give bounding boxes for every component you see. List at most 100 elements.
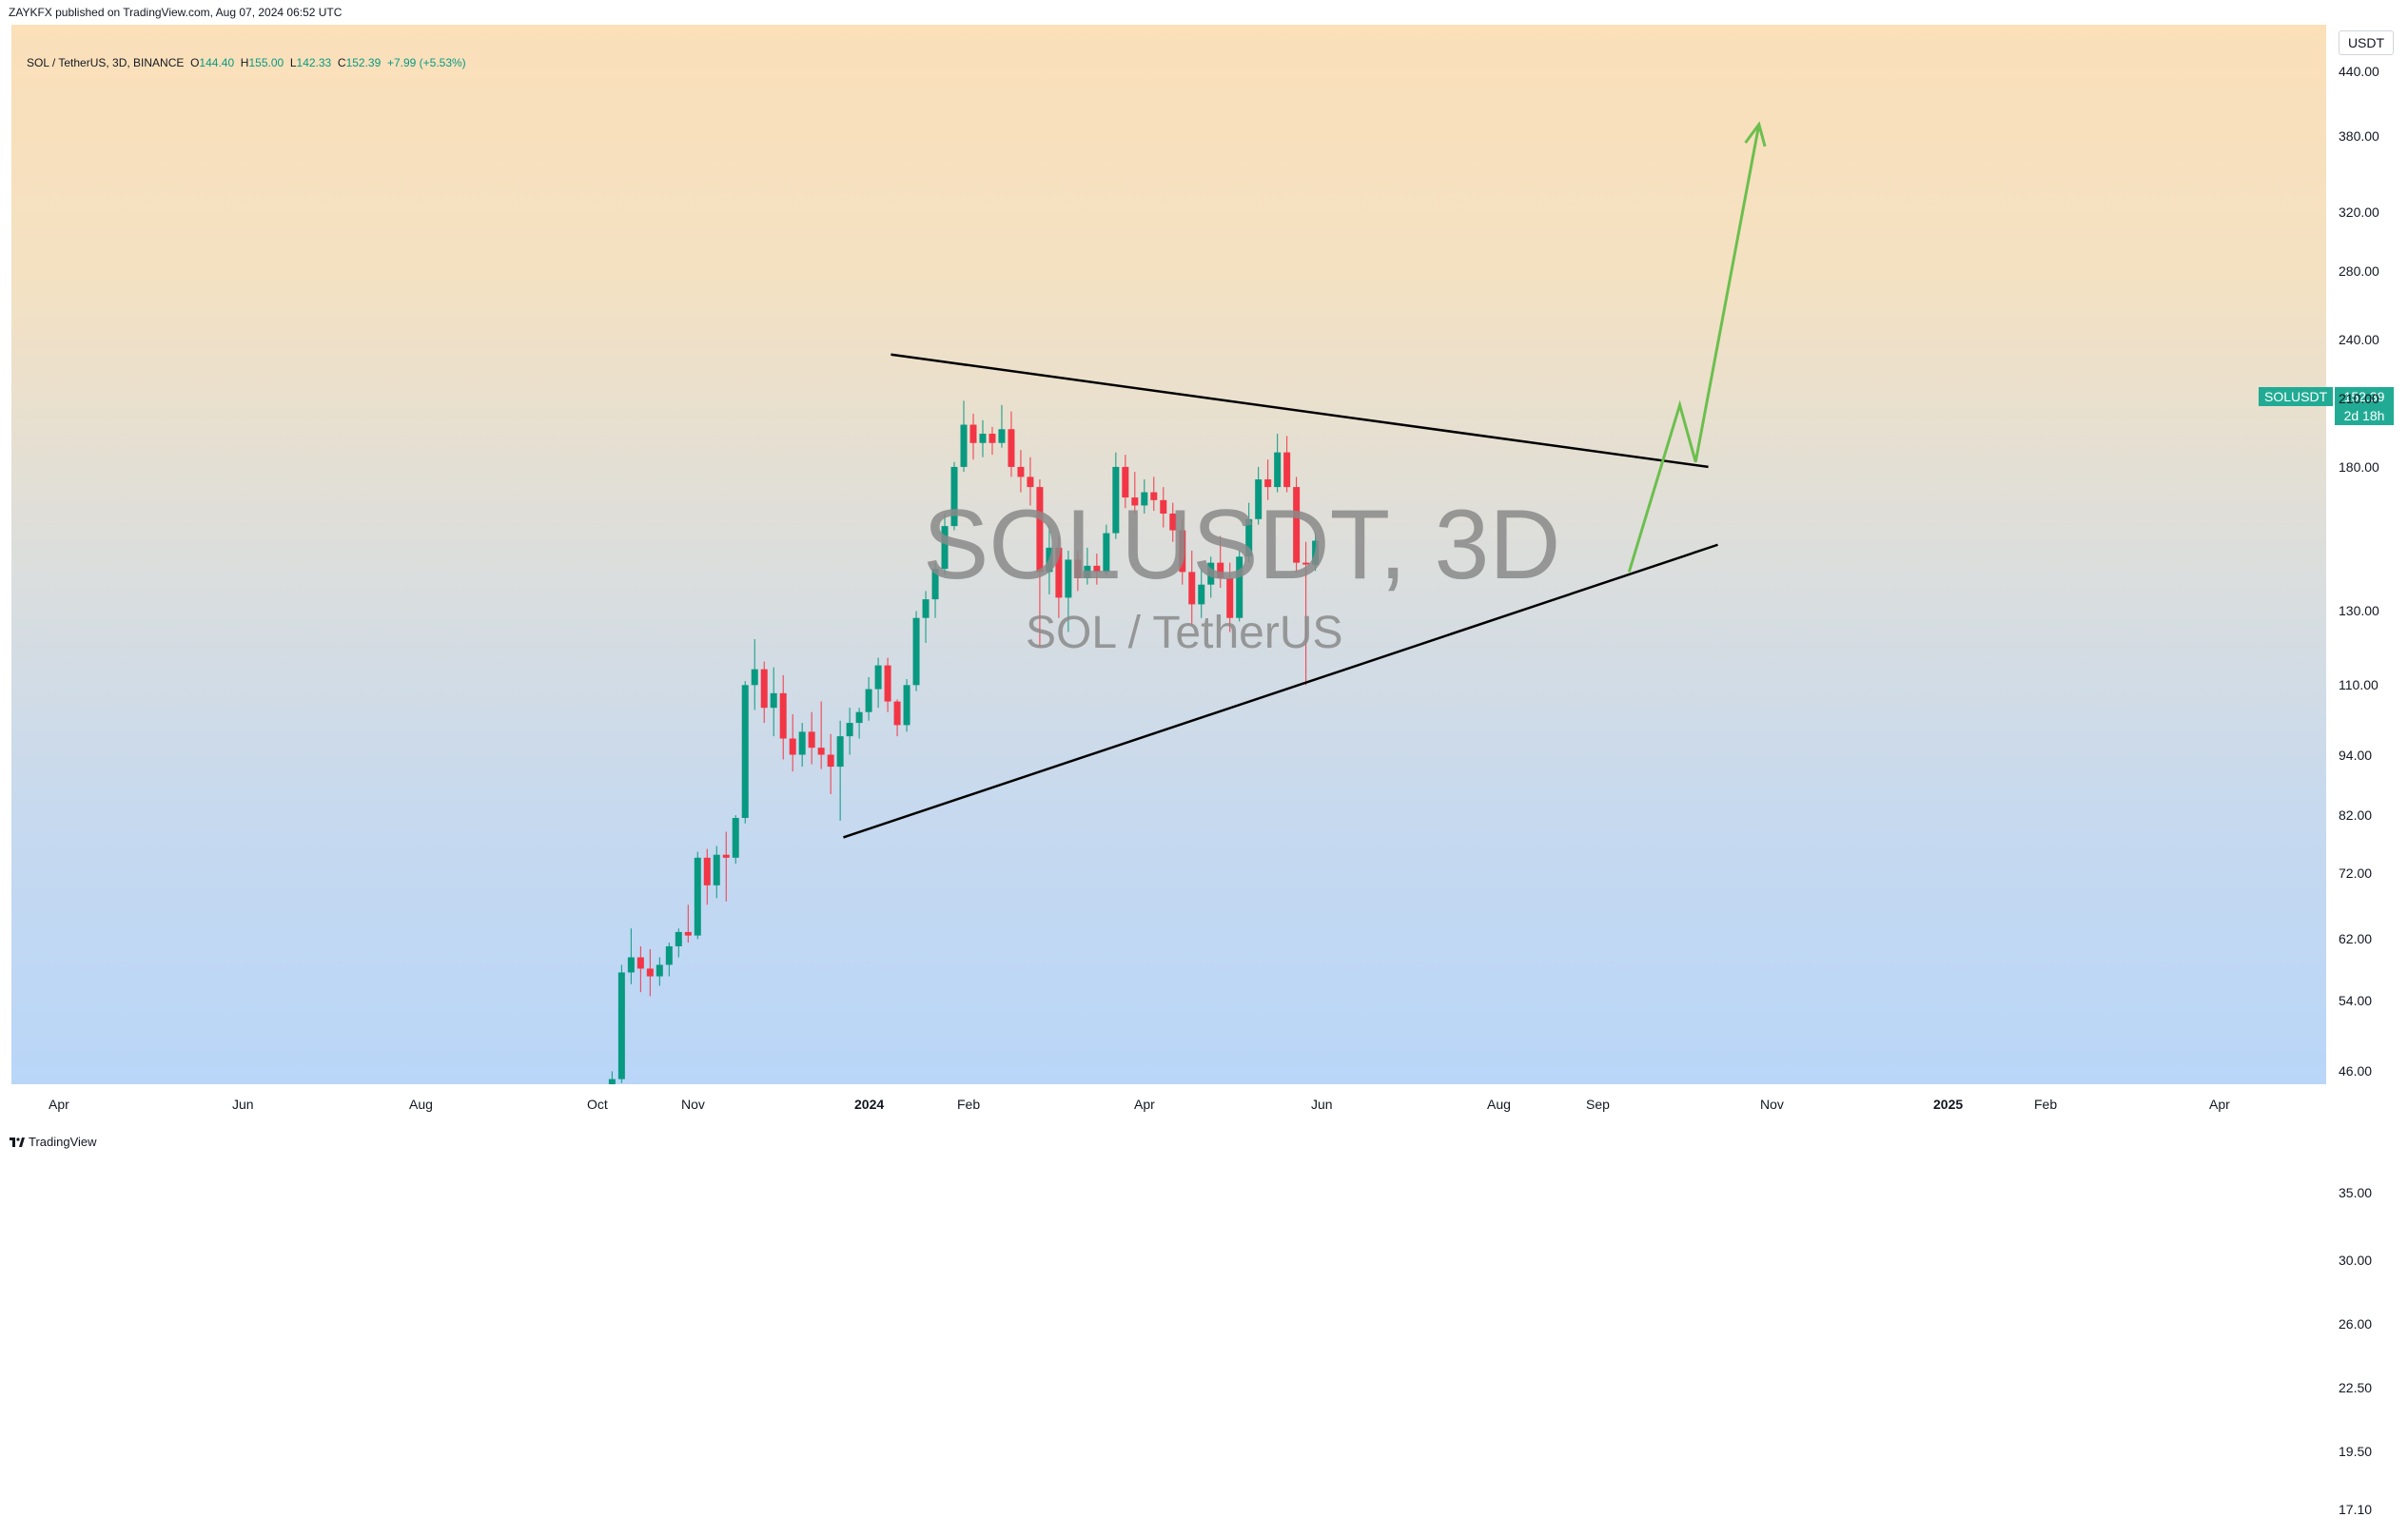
candle <box>969 413 977 460</box>
legend-change: +7.99 (+5.53%) <box>386 56 466 69</box>
price-tick: 280.00 <box>2339 263 2379 280</box>
candle <box>789 713 796 772</box>
price-tick: 17.10 <box>2339 1502 2373 1517</box>
price-tick: 62.00 <box>2339 931 2373 947</box>
projection-path[interactable] <box>1627 124 1761 573</box>
candle-body <box>1103 533 1110 573</box>
upper-resistance-trendline[interactable] <box>891 353 1709 469</box>
price-tick: 94.00 <box>2339 747 2373 763</box>
candle <box>874 657 882 709</box>
candle <box>1312 533 1320 572</box>
candle-body <box>722 854 730 858</box>
candle-body <box>1236 556 1243 618</box>
symbol-legend: SOL / TetherUS, 3D, BINANCE O144.40 H155… <box>27 56 466 69</box>
candle-body <box>617 972 625 1079</box>
candle <box>1046 524 1053 594</box>
candle-body <box>912 617 920 686</box>
candle <box>1169 502 1177 542</box>
candle-body <box>1093 565 1101 573</box>
candle-body <box>627 957 635 973</box>
candle <box>1131 472 1139 514</box>
candle-body <box>979 434 987 443</box>
price-tick: 380.00 <box>2339 127 2379 144</box>
candle <box>1188 550 1196 626</box>
chart-area[interactable]: SOL / TetherUS, 3D, BINANCE O144.40 H155… <box>11 25 2326 1084</box>
price-axis[interactable] <box>2326 25 2408 1109</box>
time-tick: 2025 <box>1933 1097 1964 1112</box>
candle <box>608 1071 616 1084</box>
legend-close-label: C <box>337 56 346 69</box>
time-tick: Apr <box>49 1097 69 1112</box>
candle-body <box>636 957 644 969</box>
candle <box>694 851 701 940</box>
price-tick: 130.00 <box>2339 603 2379 619</box>
candle-body <box>1074 559 1082 578</box>
price-tick: 210.00 <box>2339 391 2379 407</box>
legend-open-label: O <box>190 56 200 69</box>
candle-body <box>1312 540 1320 565</box>
candle <box>989 426 996 456</box>
footer-brand-text: TradingView <box>29 1135 97 1149</box>
candle-body <box>874 665 882 690</box>
candle-body <box>1198 584 1205 605</box>
candle <box>617 964 625 1083</box>
candle-body <box>1122 466 1129 498</box>
candle <box>1217 535 1224 589</box>
time-tick: Apr <box>1134 1097 1155 1112</box>
candle-body <box>922 599 930 618</box>
price-tick: 440.00 <box>2339 63 2379 79</box>
time-tick: Aug <box>409 1097 433 1112</box>
candle-body <box>1274 452 1282 488</box>
candle-body <box>703 857 711 885</box>
candle-body <box>665 945 673 965</box>
candle <box>865 676 872 721</box>
candle-body <box>760 669 768 709</box>
candle-body <box>1226 577 1234 618</box>
time-tick: Sep <box>1586 1097 1610 1112</box>
candle <box>922 591 930 643</box>
candle-body <box>931 569 939 600</box>
candle <box>1226 562 1234 632</box>
candle-body <box>969 424 977 443</box>
candle-body <box>1293 487 1301 563</box>
candle <box>732 815 739 865</box>
time-tick: Nov <box>681 1097 705 1112</box>
tradingview-logo[interactable]: TradingView <box>10 1135 97 1149</box>
candle-body <box>1150 492 1158 500</box>
price-tick: 110.00 <box>2339 677 2379 693</box>
candle <box>713 846 720 899</box>
candle-body <box>1008 429 1015 467</box>
time-axis[interactable] <box>11 1084 2326 1122</box>
candle-body <box>1245 518 1253 557</box>
candle-body <box>713 854 720 885</box>
candle-body <box>836 736 844 768</box>
legend-symbol: SOL / TetherUS, 3D, BINANCE <box>27 56 185 69</box>
candle <box>1274 434 1282 493</box>
price-tick: 180.00 <box>2339 458 2379 475</box>
candle <box>1283 436 1291 493</box>
lower-support-trendline[interactable] <box>843 543 1718 839</box>
candle-body <box>1131 497 1139 506</box>
candle <box>656 957 663 986</box>
candle-body <box>1160 499 1167 514</box>
price-tick: 54.00 <box>2339 992 2373 1008</box>
tradingview-icon <box>10 1137 25 1147</box>
candle-body <box>798 731 806 755</box>
currency-button[interactable]: USDT <box>2339 30 2394 55</box>
legend-high-value: 155.00 <box>248 56 284 69</box>
price-tick: 240.00 <box>2339 331 2379 347</box>
candle <box>817 701 825 769</box>
candle <box>770 667 777 737</box>
candle <box>779 674 787 760</box>
candle <box>960 400 968 473</box>
candle <box>846 708 853 755</box>
candle-body <box>884 665 891 702</box>
price-chart[interactable] <box>11 25 2326 1084</box>
candle <box>1065 550 1072 632</box>
candle <box>665 943 673 977</box>
watermark-symbol: SOLUSDT, 3D <box>923 490 1561 600</box>
candle-body <box>675 931 682 946</box>
candle-body <box>1036 487 1044 573</box>
candle-body <box>1017 466 1025 477</box>
time-tick: Feb <box>957 1097 981 1112</box>
